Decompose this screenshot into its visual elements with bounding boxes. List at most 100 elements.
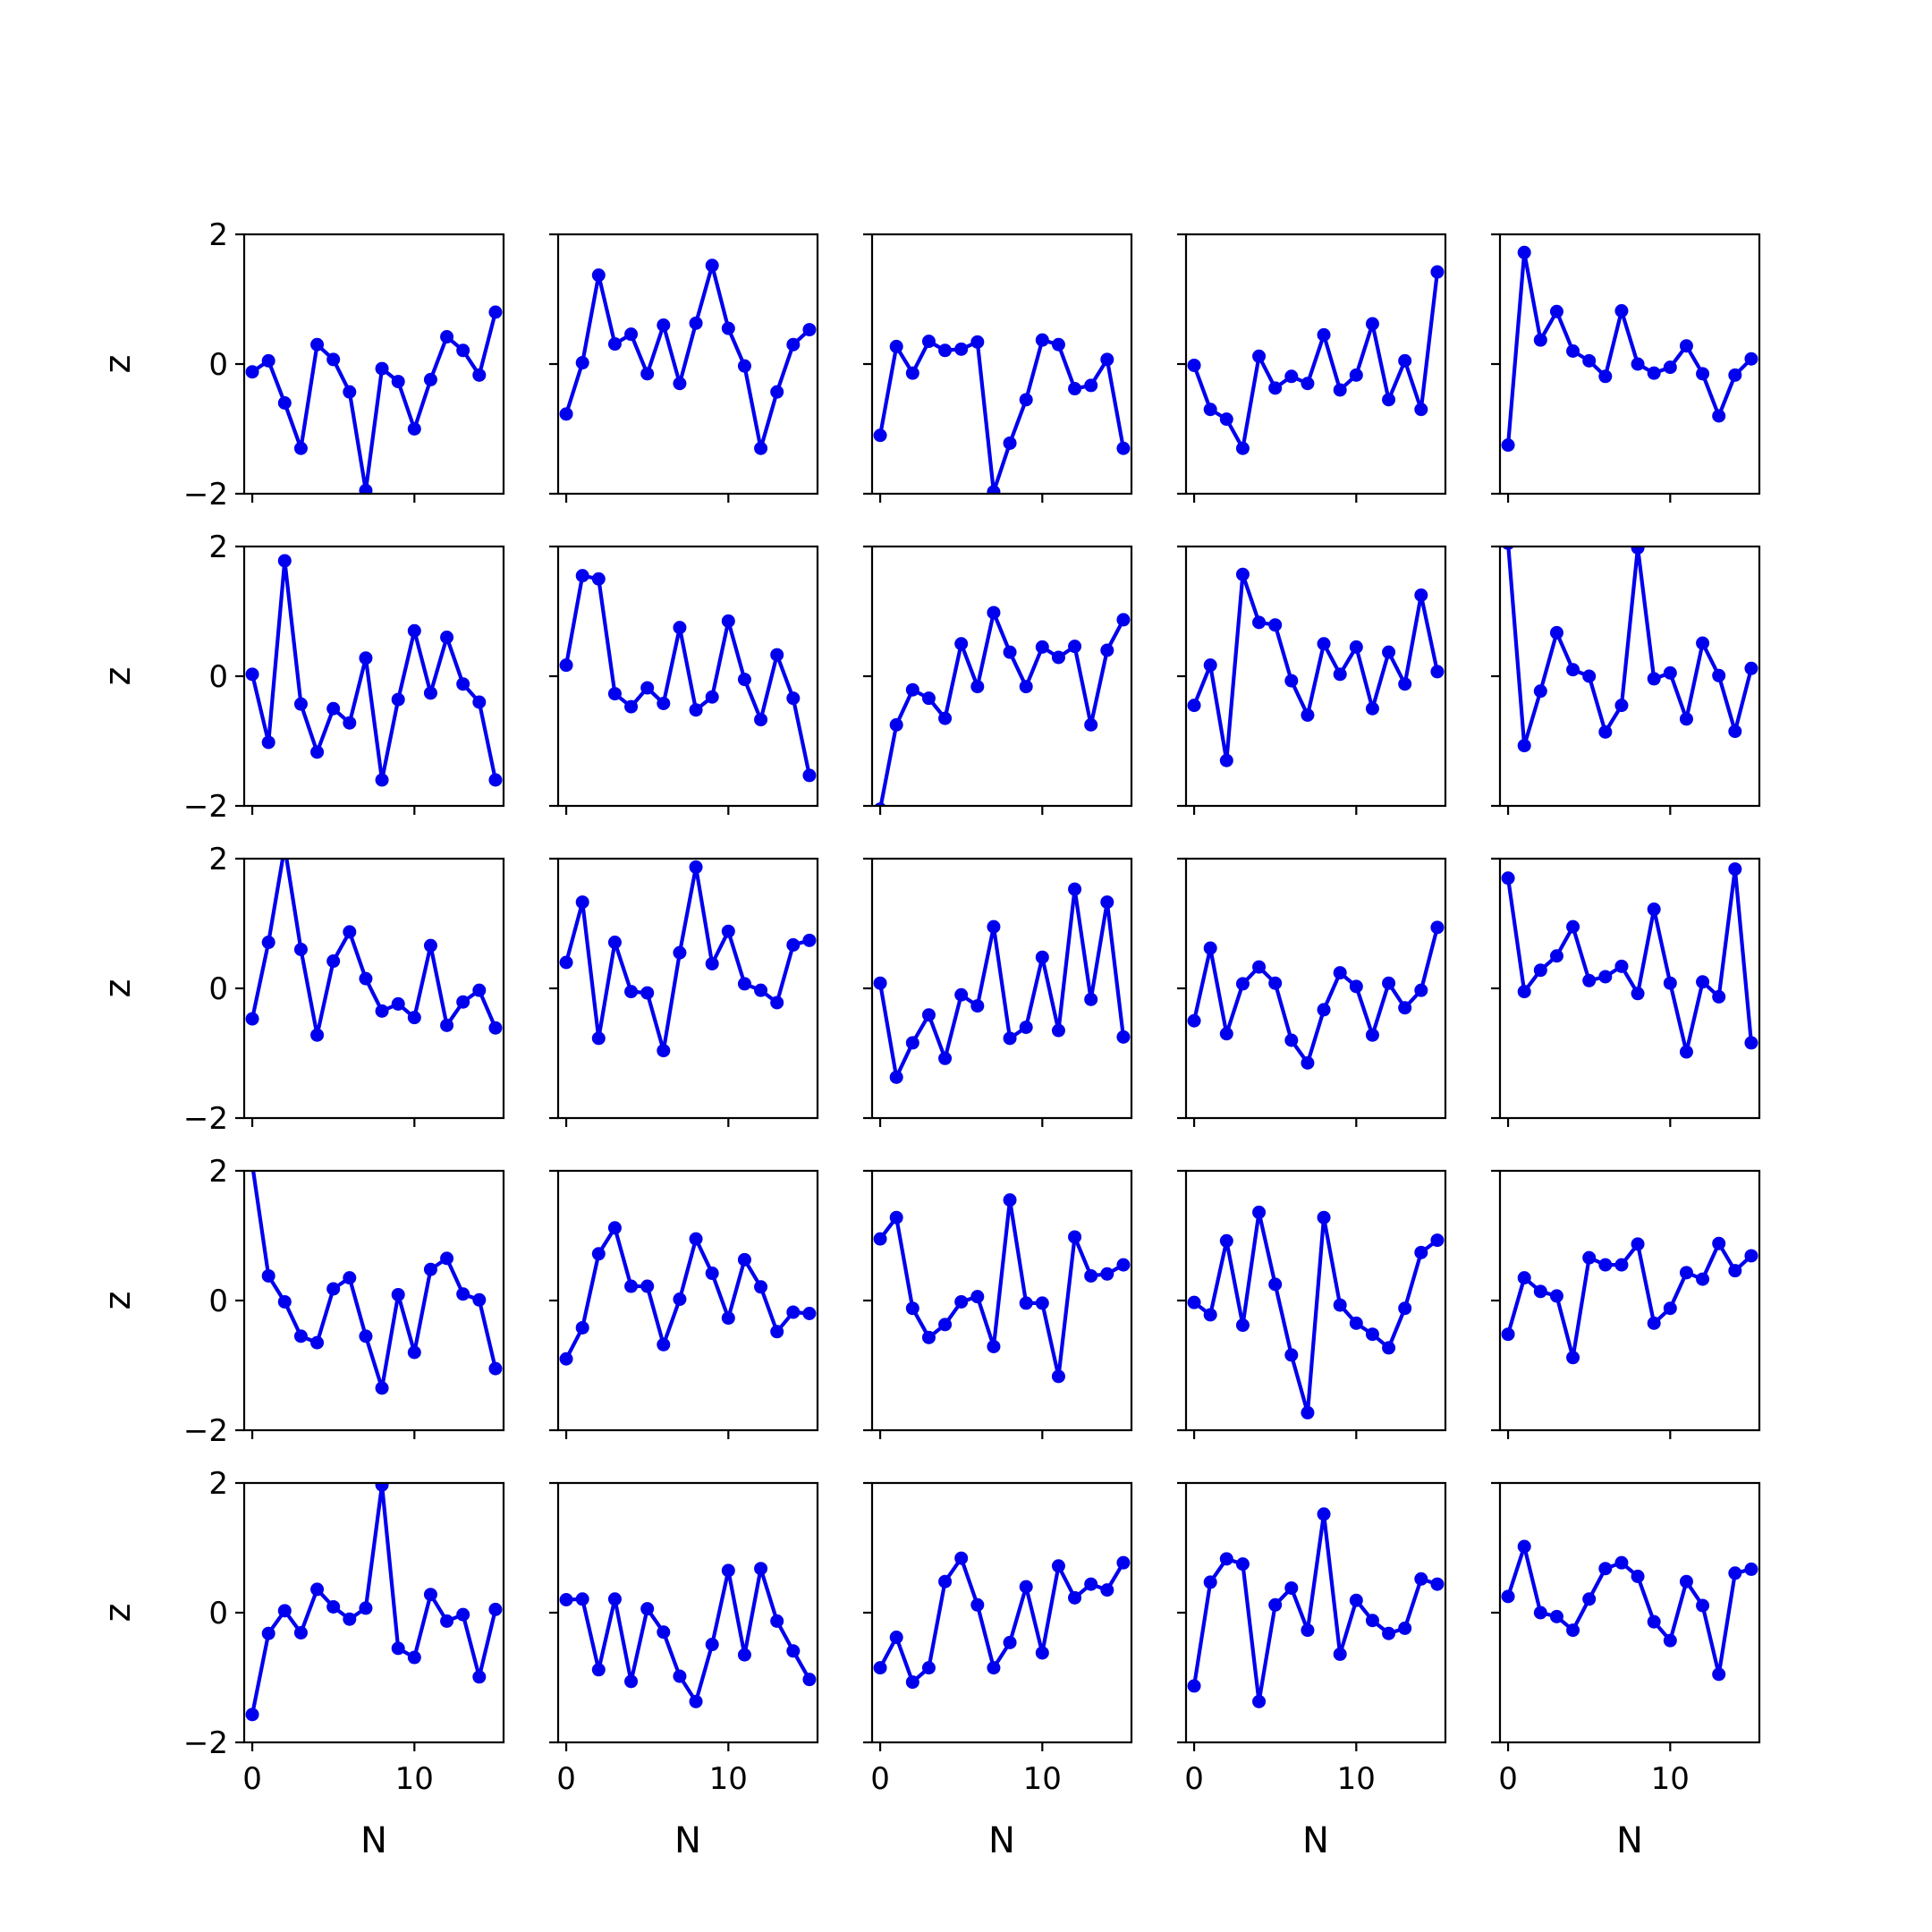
data-point xyxy=(1517,1539,1531,1554)
series-line xyxy=(877,1555,1126,1684)
data-point xyxy=(1268,381,1283,395)
data-point xyxy=(1252,349,1267,363)
series-group xyxy=(1501,1539,1758,1682)
series-line xyxy=(250,309,498,493)
data-point xyxy=(293,1329,308,1343)
data-point xyxy=(1728,724,1742,739)
data-point xyxy=(423,372,437,386)
data-point xyxy=(970,680,985,694)
data-point xyxy=(954,1551,969,1565)
data-point xyxy=(440,1018,454,1032)
series-group xyxy=(1187,1507,1445,1708)
data-point xyxy=(1035,640,1049,654)
subplot-4-3: 0 10N xyxy=(1177,1481,1447,1861)
x-tick-label: 10 xyxy=(709,1761,748,1797)
data-point xyxy=(921,691,936,706)
data-point xyxy=(1365,1614,1379,1628)
data-point xyxy=(423,686,437,700)
data-point xyxy=(1517,739,1531,753)
data-point xyxy=(407,1011,421,1025)
data-point xyxy=(1187,358,1201,372)
data-point xyxy=(1631,357,1645,371)
data-point xyxy=(705,956,719,970)
x-tick-label: 0 xyxy=(556,1761,576,1797)
x-axis-label: N xyxy=(1302,1820,1329,1861)
data-point xyxy=(1068,882,1082,896)
data-point xyxy=(737,1252,751,1267)
data-point xyxy=(1631,1237,1645,1251)
data-point xyxy=(607,936,622,950)
series-line xyxy=(250,558,498,783)
data-point xyxy=(1219,412,1233,427)
data-point xyxy=(1333,1647,1347,1661)
data-point xyxy=(1116,1030,1131,1044)
data-point xyxy=(802,933,817,947)
data-point xyxy=(1598,1562,1613,1576)
data-point xyxy=(293,1625,308,1640)
data-point xyxy=(1268,1597,1283,1612)
data-point xyxy=(1663,1633,1677,1648)
data-point xyxy=(261,1626,275,1640)
data-point xyxy=(1647,902,1661,917)
subplot-1-2 xyxy=(863,545,1133,815)
data-point xyxy=(1382,645,1396,659)
data-point xyxy=(1187,699,1201,713)
series-group xyxy=(245,305,503,494)
subplot-2-3 xyxy=(1177,857,1447,1127)
data-point xyxy=(310,1335,325,1350)
data-point xyxy=(689,1694,703,1708)
data-point xyxy=(938,711,953,725)
data-point xyxy=(575,1320,589,1335)
data-point xyxy=(873,428,887,443)
data-point xyxy=(673,377,687,391)
data-point xyxy=(1696,367,1710,381)
data-point xyxy=(1252,1694,1267,1708)
data-point xyxy=(1533,1606,1547,1620)
data-point xyxy=(1398,1301,1412,1316)
x-axis-label: N xyxy=(360,1820,387,1861)
data-point xyxy=(673,945,687,960)
data-point xyxy=(987,1339,1001,1353)
data-point xyxy=(488,773,503,787)
data-point xyxy=(1663,360,1677,375)
data-point xyxy=(245,667,259,682)
data-point xyxy=(1712,668,1726,682)
data-point xyxy=(1744,1562,1758,1576)
data-point xyxy=(310,337,325,352)
data-point xyxy=(873,1232,887,1246)
data-point xyxy=(343,385,357,399)
data-point xyxy=(1349,979,1363,994)
data-point xyxy=(1235,1318,1250,1333)
data-point xyxy=(1501,1327,1515,1342)
data-point xyxy=(375,1004,389,1018)
data-point xyxy=(343,1271,357,1285)
data-point xyxy=(440,1614,454,1628)
data-point xyxy=(1268,976,1283,990)
y-axis-label: z xyxy=(97,1604,139,1623)
data-point xyxy=(472,983,487,997)
data-point xyxy=(889,1631,903,1645)
data-point xyxy=(786,937,801,952)
data-point xyxy=(1301,708,1315,722)
series-group xyxy=(559,569,817,783)
data-point xyxy=(889,1210,903,1224)
data-point xyxy=(1084,378,1098,393)
data-point xyxy=(1003,1031,1017,1046)
subplot-0-1 xyxy=(549,233,819,503)
data-point xyxy=(407,422,421,436)
data-point xyxy=(245,365,259,379)
data-point xyxy=(488,1021,503,1035)
data-point xyxy=(754,983,768,997)
series-line xyxy=(877,338,1126,494)
data-point xyxy=(1696,975,1710,989)
data-point xyxy=(575,356,589,370)
data-point xyxy=(607,687,622,701)
series-line xyxy=(564,865,812,1053)
data-point xyxy=(657,696,671,710)
data-point xyxy=(375,773,389,787)
subplot-1-0: −2 0 2 z xyxy=(97,530,505,825)
series-group xyxy=(1187,920,1445,1070)
subplot-1-3 xyxy=(1177,545,1447,815)
data-point xyxy=(1203,402,1217,417)
